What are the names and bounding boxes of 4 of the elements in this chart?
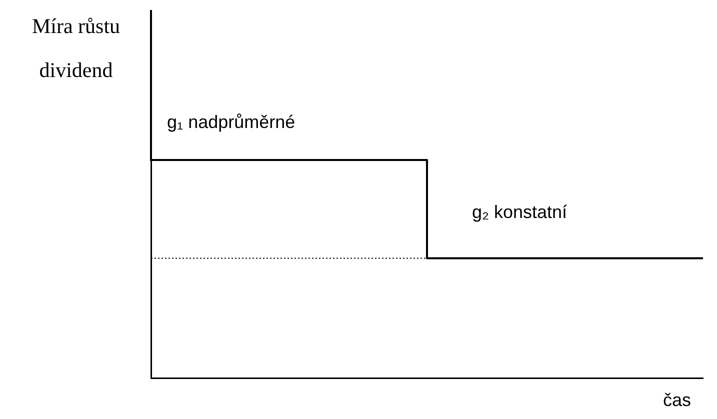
x-axis-title: čas [663,390,692,411]
annotation: g₂ konstatní [472,202,568,223]
text: g₁ nadprůměrné [167,112,296,133]
y-axis-title: Míra růstu dividend [30,13,122,84]
